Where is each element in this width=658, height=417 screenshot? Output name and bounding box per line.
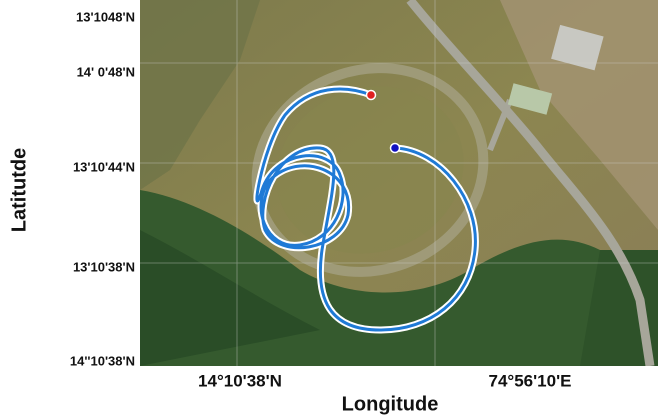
x-axis-label: Longitude [342, 393, 439, 415]
satellite-image [140, 0, 658, 366]
y-tick-label: 14''10'38'N [70, 353, 135, 368]
y-tick-label: 13'1048'N [76, 9, 135, 24]
y-tick-label: 13'10'38'N [73, 259, 135, 274]
y-axis-label: Latitutde [8, 148, 30, 232]
y-tick-label: 14' 0'48'N [77, 64, 135, 79]
start-marker [391, 144, 400, 153]
y-tick-label: 13'10'44'N [73, 159, 135, 174]
end-marker [367, 91, 376, 100]
x-tick-label: 74°56'10'E [489, 371, 572, 390]
map-figure: 13'1048'N 14' 0'48'N 13'10'44'N 13'10'38… [0, 0, 658, 417]
x-tick-label: 14°10'38'N [198, 371, 282, 390]
